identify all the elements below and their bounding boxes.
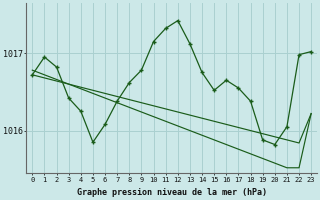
X-axis label: Graphe pression niveau de la mer (hPa): Graphe pression niveau de la mer (hPa) [77,188,267,197]
